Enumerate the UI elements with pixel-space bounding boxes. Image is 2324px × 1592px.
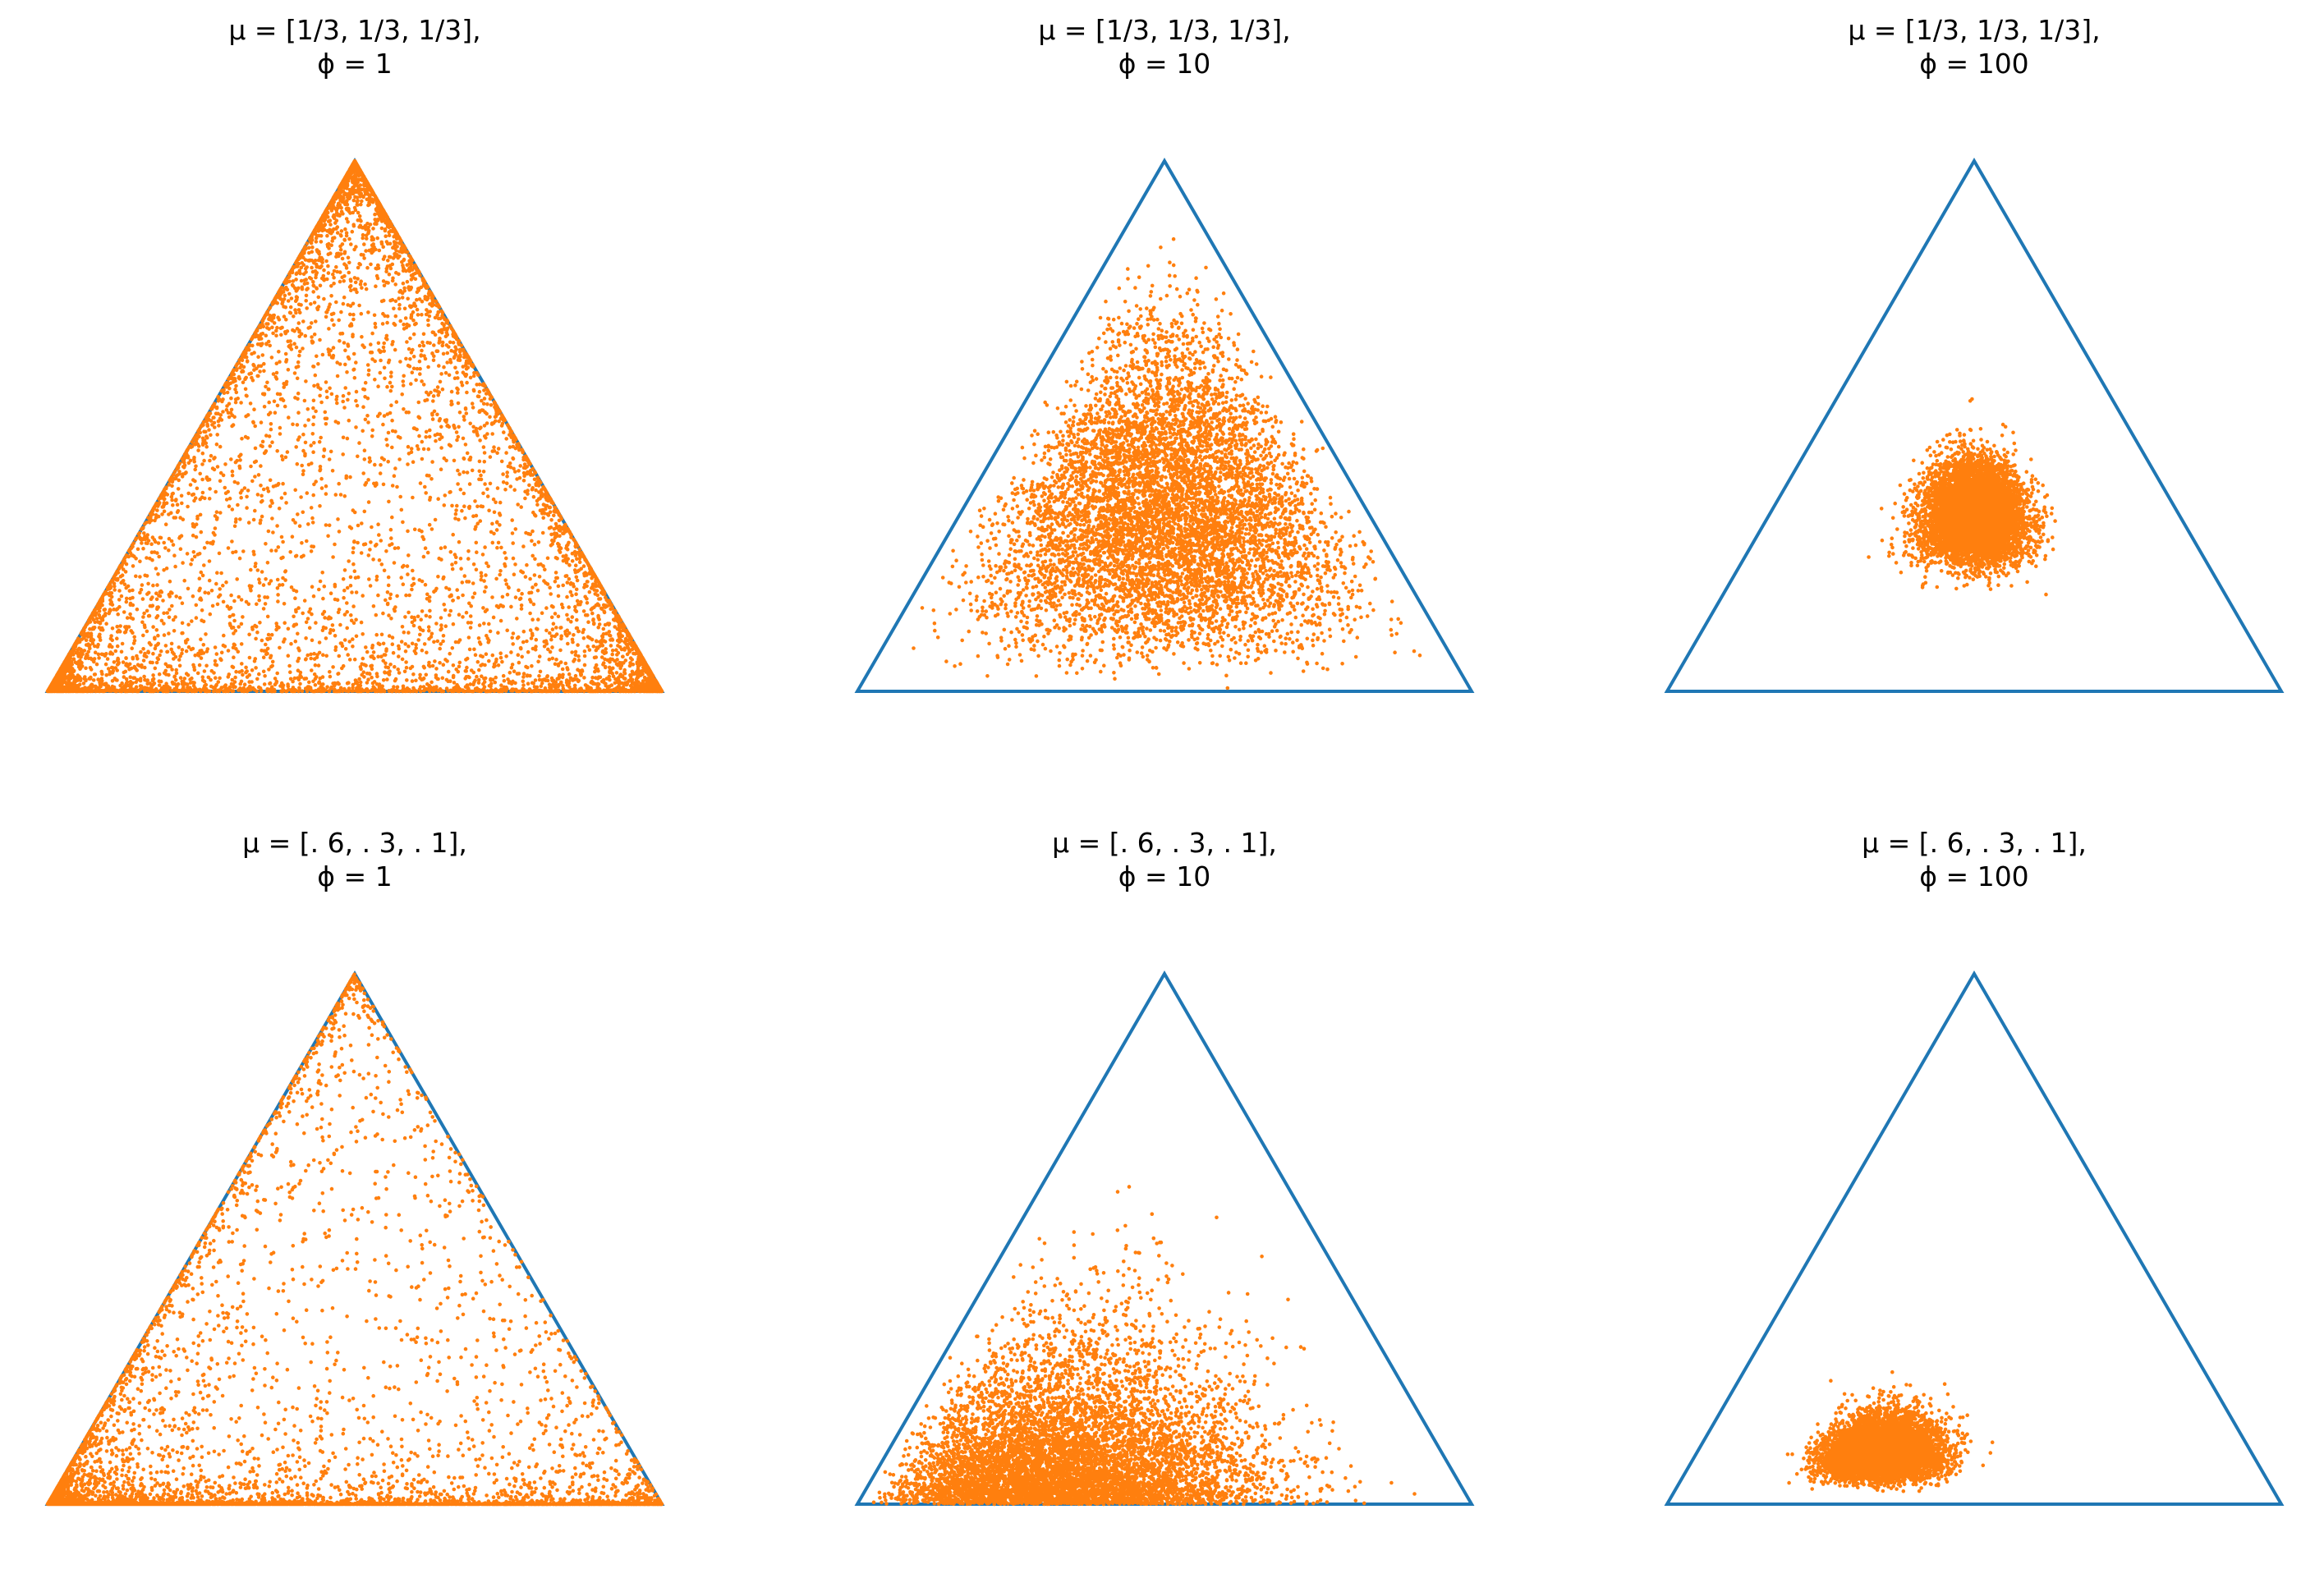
simplex-panel-6: μ = [. 6, . 3, . 1], ϕ = 100 (1664, 827, 2285, 1506)
scatter-point-cloud (45, 972, 664, 1507)
panel-title-line1: μ = [. 6, . 3, . 1], (1862, 827, 2087, 859)
scatter-points (1785, 1369, 1995, 1493)
simplex-panel-2: μ = [1/3, 1/3, 1/3], ϕ = 10 (854, 14, 1475, 693)
scatter-point-cloud (1867, 397, 2057, 597)
scatter-points (871, 1185, 1417, 1507)
panel-title-line1: μ = [1/3, 1/3, 1/3], (1038, 14, 1290, 46)
simplex-triangle (854, 158, 1475, 693)
panel-title-line1: μ = [. 6, . 3, . 1], (242, 827, 467, 859)
panel-title-line1: μ = [1/3, 1/3, 1/3], (1848, 14, 2100, 46)
scatter-point-cloud (45, 158, 664, 694)
panel-title-line1: μ = [1/3, 1/3, 1/3], (228, 14, 480, 46)
scatter-points (912, 236, 1422, 690)
scatter-points (45, 972, 664, 1507)
scatter-point-cloud (1785, 1369, 1995, 1493)
simplex-triangle (854, 970, 1475, 1506)
panel-title-line2: ϕ = 100 (1919, 48, 2028, 80)
panel-title-line2: ϕ = 100 (1919, 860, 2028, 892)
panel-title-line2: ϕ = 10 (1118, 860, 1210, 892)
simplex-panel-3: μ = [1/3, 1/3, 1/3], ϕ = 100 (1664, 14, 2285, 693)
panel-title-line1: μ = [. 6, . 3, . 1], (1052, 827, 1277, 859)
scatter-points (45, 158, 664, 694)
scatter-points (1867, 397, 2057, 597)
panel-title-line2: ϕ = 1 (317, 48, 392, 80)
panel-title-line2: ϕ = 10 (1118, 48, 1210, 80)
scatter-point-cloud (871, 1185, 1417, 1507)
simplex-triangle (1664, 158, 2285, 693)
simplex-triangle (1664, 970, 2285, 1506)
simplex-panel-4: μ = [. 6, . 3, . 1], ϕ = 1 (44, 827, 665, 1507)
scatter-point-cloud (912, 236, 1422, 690)
simplex-panel-1: μ = [1/3, 1/3, 1/3], ϕ = 1 (44, 14, 665, 694)
simplex-panel-5: μ = [. 6, . 3, . 1], ϕ = 10 (854, 827, 1475, 1507)
panel-title-line2: ϕ = 1 (317, 860, 392, 892)
